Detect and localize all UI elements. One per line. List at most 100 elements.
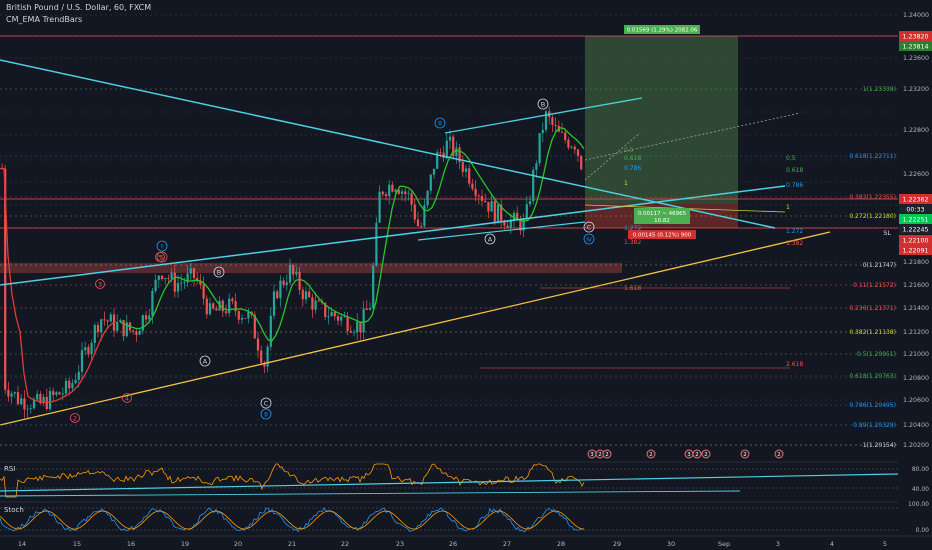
candle-body [20,398,23,405]
right-fib-label: 0.5 [786,155,796,162]
price-tag-bg [899,224,932,234]
candle-body [215,308,218,311]
candle-body [477,195,480,197]
event-marker [774,449,784,459]
candle-body [16,392,20,405]
candle-body [183,282,186,284]
candle-body [231,298,234,302]
time-tick: 19 [181,540,189,548]
candle-body [202,284,205,299]
stoch-k-line [0,507,585,533]
price-tag: 1.22362 [902,196,928,203]
event-marker-label: 2 [605,452,608,458]
time-tick: Sep [718,540,730,548]
candle-body [487,202,490,212]
candle-body [292,265,295,275]
candle-body [295,272,298,275]
fib-label: 1(1.23339) [863,86,896,93]
event-marker-label: 3 [687,452,690,458]
price-axis[interactable]: 1.240001.236001.232001.228001.226001.224… [883,0,932,550]
candle-body [429,174,432,191]
stoch-title: Stoch [4,506,24,514]
event-marker [740,449,750,459]
candle-body [375,222,378,266]
price-tag: 1.22251 [902,216,928,223]
price-tick: 1.20200 [903,442,929,449]
candle-body [39,393,42,404]
candle-body [500,204,503,222]
candle-body [538,133,541,164]
candle-body [176,283,180,292]
fib-label: 0(1.21747) [863,262,896,269]
candle-body [170,272,173,279]
candle-body [125,322,128,337]
ema-lines [0,127,585,404]
candle-body [356,321,359,333]
candle-body [327,316,330,317]
candle-body [266,346,269,367]
trend-line [0,185,786,286]
fib-label: 0.786(1.20495) [849,402,896,409]
candle-body [237,311,240,320]
candle-body [388,184,391,197]
mid-fib-label: 0.786 [624,165,641,172]
right-fib-label: 0.618 [786,167,803,174]
wave-circle [583,221,595,233]
candle-body [90,342,93,355]
candle-body [490,201,493,212]
candle-body [208,303,212,315]
fib-label: 0.382(1.21138) [849,329,896,336]
candle-body [503,221,506,226]
candle-body [400,191,404,194]
candle-body [484,200,487,203]
candle-body [448,136,452,141]
trend-lines[interactable] [0,59,831,426]
mid-fib-label: 1.382 [624,239,641,246]
wave-circle [583,233,595,245]
price-tick: 1.21200 [903,329,929,336]
candle-body [509,219,512,228]
candle-body [240,318,244,320]
position-zones [0,36,738,273]
candle-body [576,149,580,156]
candle-body [77,371,80,380]
candle-body [256,338,260,351]
wave-circle [213,266,225,278]
trend-line [0,231,831,426]
candle-body [532,169,535,202]
resistance-band [0,263,622,273]
price-tag: 1.22245 [902,226,928,233]
wave-label: C [587,224,592,232]
candle-body [416,219,420,227]
candle-body [180,282,183,284]
time-axis[interactable]: 14 15 16 19 20 21 22 23 26 27 28 29 30 Sep 3 4 5 [0,535,932,548]
target-label: 0.01569 (1.29%) 2082.06 [627,28,698,34]
wave-circle [434,117,446,129]
candle-body [343,316,346,318]
time-tick: 15 [73,540,81,548]
candle-body [506,225,509,228]
price-tag: 1.22091 [902,247,928,254]
event-marker-label: 2 [598,452,601,458]
candle-body [26,408,29,410]
candle-body [189,268,192,274]
candle-body [141,315,144,331]
candle-body [205,298,208,315]
chart-title: British Pound / U.S. Dollar, 60, FXCM [6,3,152,12]
candle-body [144,315,148,320]
right-fib-label: 0.786 [786,182,803,189]
candle-body [138,330,141,335]
wave-label: B [541,101,545,109]
candle-body [74,379,77,384]
candle-body [368,308,372,310]
price-axis-bg [899,0,932,550]
candle-body [36,393,39,400]
candle-body [420,226,423,227]
candle-body [151,290,154,316]
right-fib-label: 1.272 [786,228,803,235]
candle-body [522,218,525,231]
candle-body [378,191,381,223]
candle-body [58,392,61,395]
time-tick: 21 [288,540,296,548]
